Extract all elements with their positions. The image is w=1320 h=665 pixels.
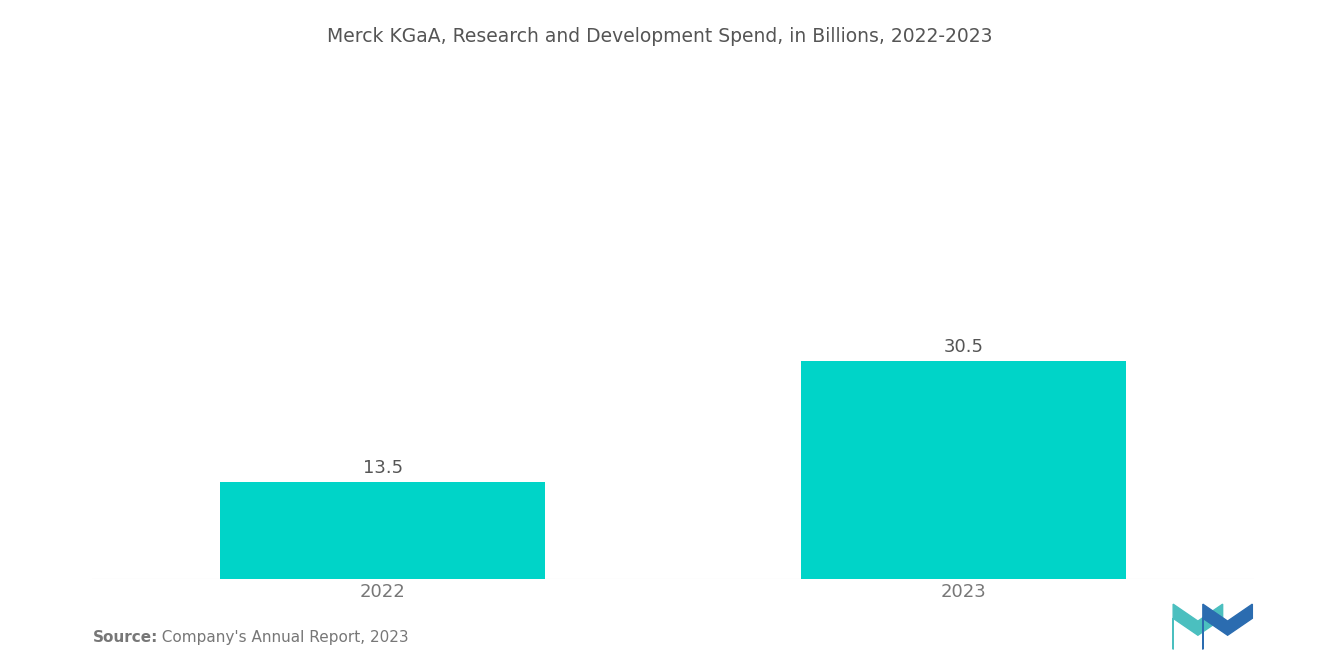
Polygon shape — [1173, 604, 1222, 649]
Polygon shape — [1203, 604, 1253, 649]
Bar — [220, 482, 545, 579]
Text: Merck KGaA, Research and Development Spend, in Billions, 2022-2023: Merck KGaA, Research and Development Spe… — [327, 27, 993, 46]
Text: 13.5: 13.5 — [363, 459, 403, 477]
Text: Source:: Source: — [92, 630, 158, 645]
Text: 30.5: 30.5 — [944, 338, 983, 356]
Bar — [801, 361, 1126, 579]
Text: Company's Annual Report, 2023: Company's Annual Report, 2023 — [152, 630, 408, 645]
